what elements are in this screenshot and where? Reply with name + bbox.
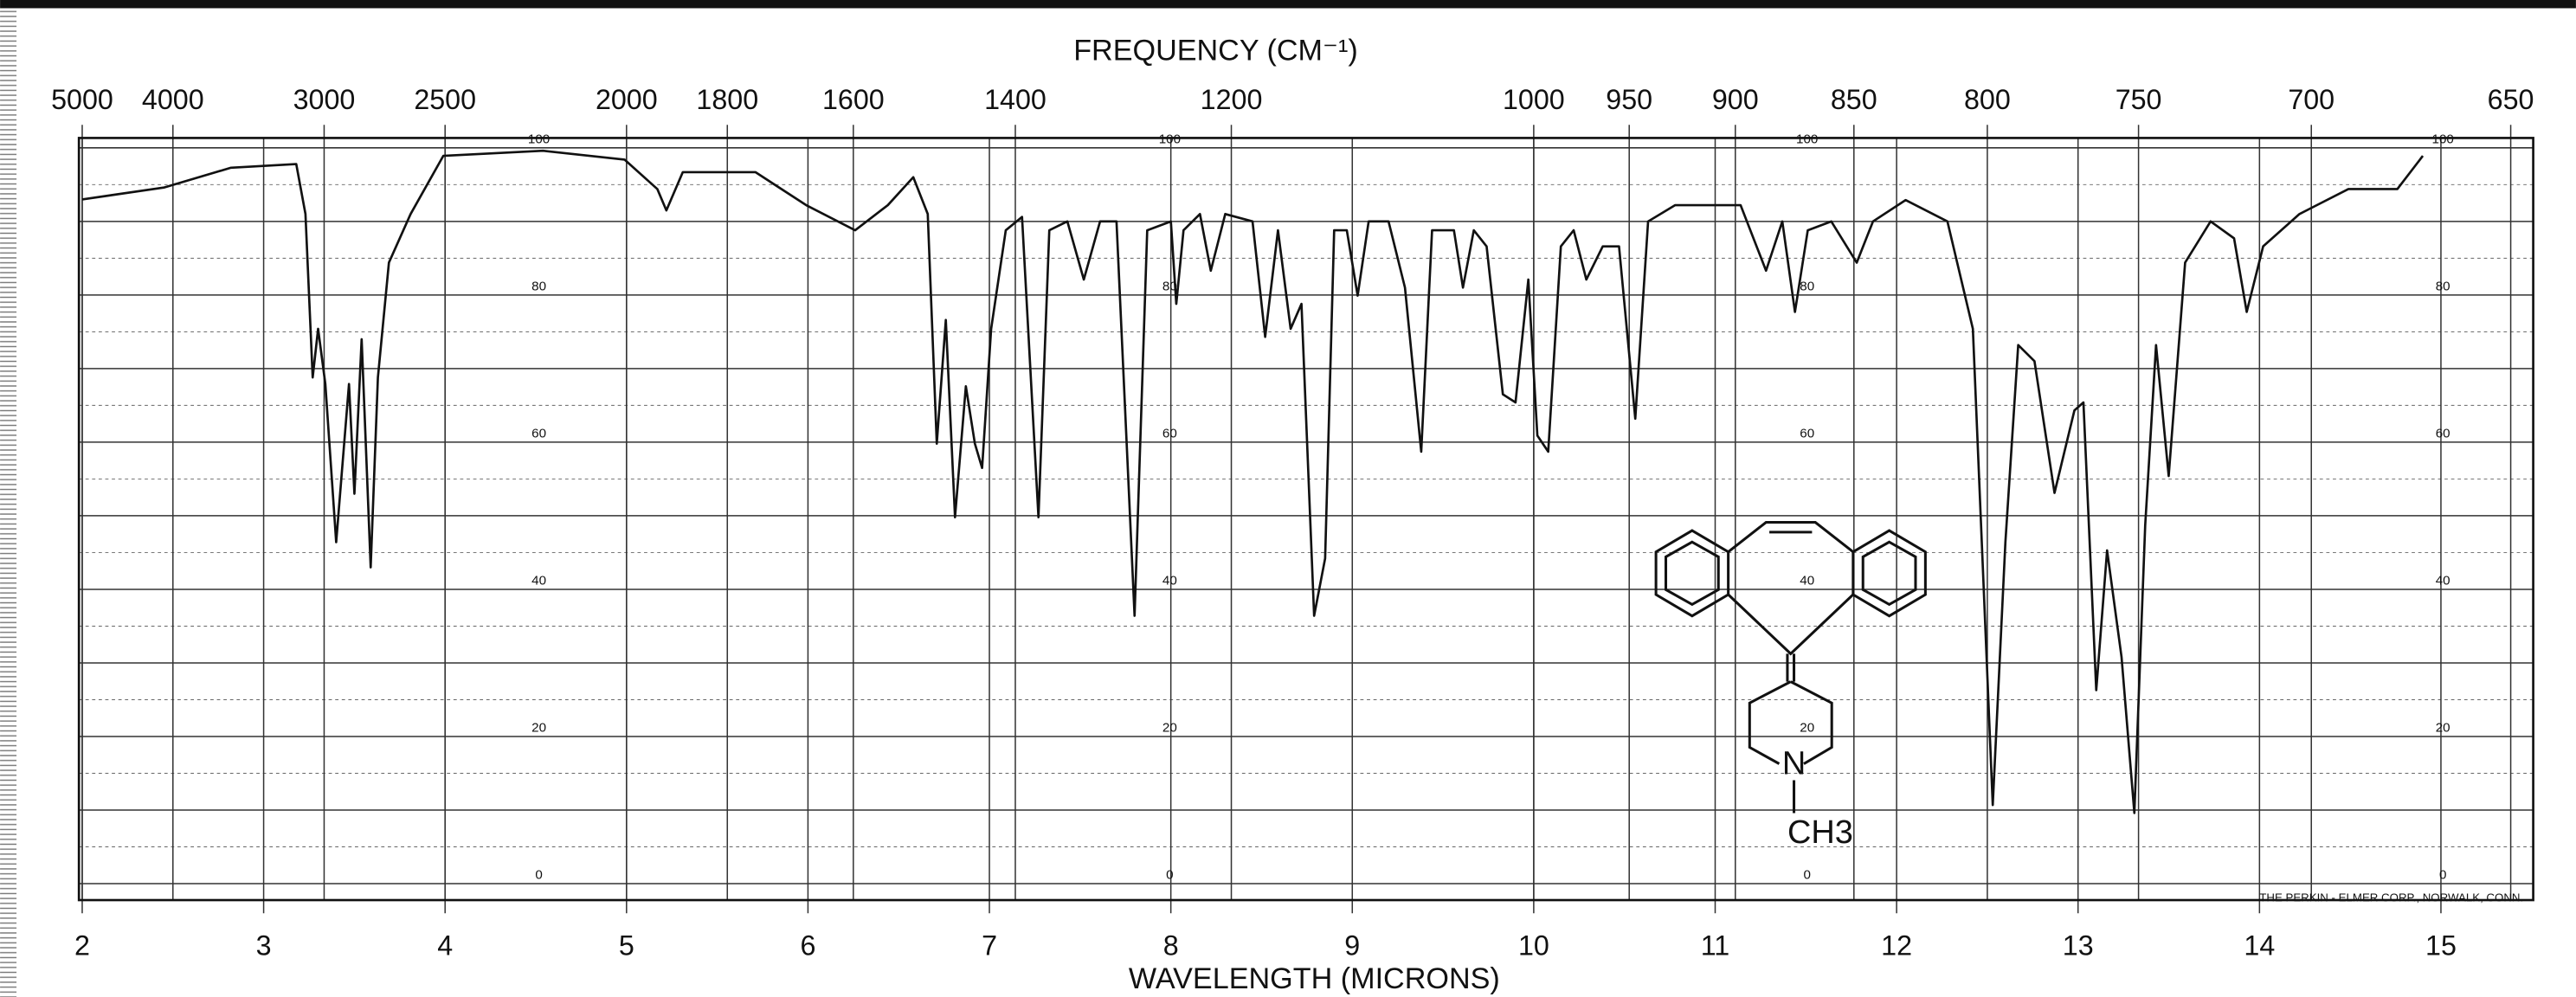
y-tick-label: 60 bbox=[1800, 426, 1814, 441]
x-tick-label: 12 bbox=[1881, 930, 1912, 962]
y-tick-label: 100 bbox=[1159, 132, 1181, 146]
top-tick-label: 800 bbox=[1964, 84, 2011, 115]
y-tick-label: 80 bbox=[1800, 279, 1814, 293]
top-tick-label: 1600 bbox=[822, 84, 885, 115]
y-tick-label: 20 bbox=[1800, 721, 1814, 736]
y-tick-label: 40 bbox=[2436, 573, 2450, 588]
molecule: N CH3 bbox=[1654, 521, 1927, 851]
y-tick-label: 100 bbox=[1796, 132, 1818, 146]
x-tick-label: 11 bbox=[1701, 930, 1729, 962]
y-tick-label: 80 bbox=[2436, 279, 2450, 293]
top-tick-label: 3000 bbox=[293, 84, 356, 115]
top-tick-label: 900 bbox=[1712, 84, 1759, 115]
x-tick-label: 9 bbox=[1344, 930, 1360, 962]
grid bbox=[79, 125, 2534, 914]
top-tick-label: 2500 bbox=[414, 84, 476, 115]
y-tick-label: 20 bbox=[1162, 721, 1177, 736]
y-tick-label: 40 bbox=[531, 573, 546, 588]
top-tick-label: 2000 bbox=[596, 84, 658, 115]
top-tick-label: 1200 bbox=[1201, 84, 1263, 115]
x-tick-label: 10 bbox=[1518, 930, 1549, 962]
y-tick-label: 80 bbox=[1162, 279, 1177, 293]
top-tick-label: 4000 bbox=[142, 84, 204, 115]
top-tick-label: 750 bbox=[2116, 84, 2162, 115]
x-tick-label: 4 bbox=[437, 930, 453, 962]
plot-frame bbox=[77, 137, 2534, 902]
x-tick-label: 6 bbox=[800, 930, 815, 962]
top-tick-label: 1400 bbox=[984, 84, 1046, 115]
top-tick-label: 1000 bbox=[1503, 84, 1565, 115]
x-axis-title: WAVELENGTH (MICRONS) bbox=[1129, 962, 1500, 995]
top-tick-label: 700 bbox=[2288, 84, 2334, 115]
x-tick-label: 14 bbox=[2244, 930, 2275, 962]
ring-left-inner bbox=[1664, 540, 1720, 607]
ring-right-inner bbox=[1861, 540, 1917, 607]
bonds bbox=[1727, 521, 1854, 814]
atom-label: CH3 bbox=[1787, 814, 1853, 851]
y-tick-label: 60 bbox=[1162, 426, 1177, 441]
top-axis-title: FREQUENCY (CM⁻¹) bbox=[1073, 35, 1358, 68]
x-tick-label: 5 bbox=[619, 930, 634, 962]
edge-ruler bbox=[0, 8, 17, 997]
x-tick-label: 13 bbox=[2063, 930, 2094, 962]
spectrum-line bbox=[81, 149, 2425, 814]
y-tick-label: 0 bbox=[535, 868, 542, 883]
top-tick-label: 650 bbox=[2488, 84, 2534, 115]
top-tick-label: 5000 bbox=[51, 84, 113, 115]
y-tick-label: 40 bbox=[1162, 573, 1177, 588]
y-tick-label: 60 bbox=[2436, 426, 2450, 441]
y-tick-label: 0 bbox=[2439, 868, 2446, 883]
y-tick-label: 20 bbox=[2436, 721, 2450, 736]
y-tick-label: 100 bbox=[528, 132, 550, 146]
top-tick-label: 950 bbox=[1606, 84, 1652, 115]
y-tick-label: 0 bbox=[1803, 868, 1810, 883]
y-tick-label: 40 bbox=[1800, 573, 1814, 588]
top-tick-label: 850 bbox=[1831, 84, 1877, 115]
x-tick-label: 2 bbox=[74, 930, 90, 962]
y-tick-label: 0 bbox=[1166, 868, 1173, 883]
x-tick-label: 3 bbox=[256, 930, 272, 962]
x-tick-label: 15 bbox=[2425, 930, 2457, 962]
x-tick-label: 7 bbox=[982, 930, 997, 962]
x-tick-label: 8 bbox=[1163, 930, 1179, 962]
y-tick-label: 20 bbox=[531, 721, 546, 736]
y-tick-label: 80 bbox=[531, 279, 546, 293]
y-tick-label: 60 bbox=[531, 426, 546, 441]
y-tick-label: 100 bbox=[2432, 132, 2454, 146]
top-bar bbox=[0, 0, 2576, 9]
footer: THE PERKIN - ELMER CORP., NORWALK, CONN. bbox=[2259, 891, 2523, 904]
atom-label: N bbox=[1782, 745, 1806, 782]
top-tick-label: 1800 bbox=[696, 84, 758, 115]
